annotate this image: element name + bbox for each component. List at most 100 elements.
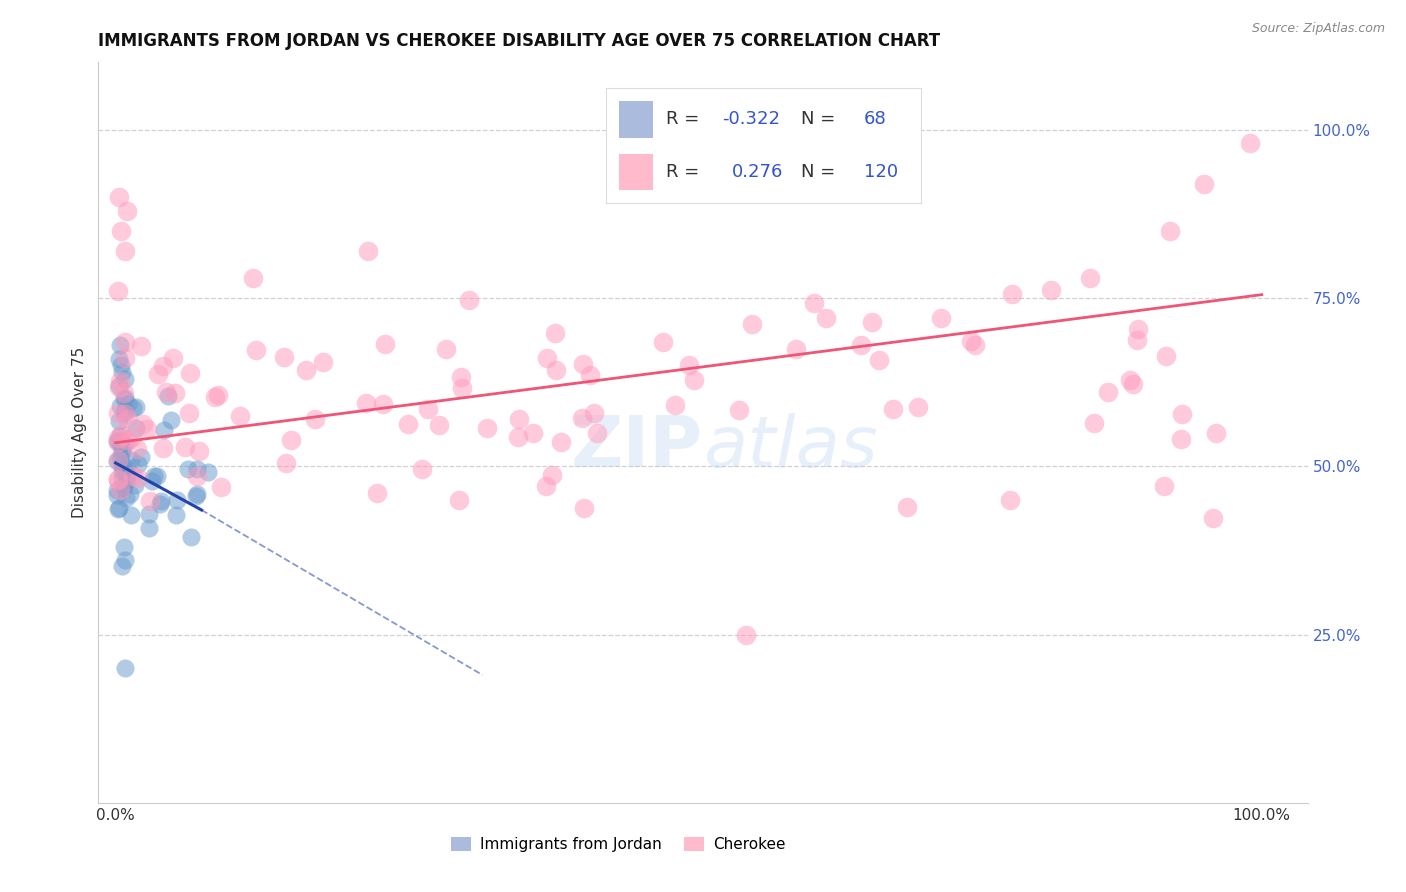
Point	[110, 464, 132, 478]
Point	[544, 326, 567, 340]
Point	[107, 472, 129, 486]
Point	[114, 391, 136, 405]
Point	[105, 487, 128, 501]
Point	[111, 446, 134, 460]
Point	[114, 244, 136, 258]
Point	[129, 339, 152, 353]
Point	[105, 454, 128, 468]
Point	[120, 453, 142, 467]
Point	[907, 400, 929, 414]
Point	[651, 335, 673, 350]
Point	[120, 508, 142, 523]
Point	[411, 461, 433, 475]
Point	[184, 489, 207, 503]
Point	[114, 408, 136, 422]
Point	[146, 468, 169, 483]
Point	[273, 350, 295, 364]
Point	[115, 470, 138, 484]
Point	[1128, 322, 1150, 336]
Point	[105, 483, 128, 497]
Point	[117, 473, 139, 487]
Point	[122, 469, 145, 483]
Point	[110, 359, 132, 373]
Point	[149, 497, 172, 511]
Point	[965, 338, 987, 352]
Point	[112, 540, 135, 554]
Point	[578, 368, 600, 382]
Text: Source: ZipAtlas.com: Source: ZipAtlas.com	[1251, 22, 1385, 36]
Point	[114, 661, 136, 675]
Point	[245, 343, 267, 357]
Point	[117, 433, 139, 447]
Point	[508, 430, 530, 444]
Point	[186, 487, 208, 501]
Point	[110, 224, 132, 238]
Point	[434, 342, 457, 356]
Point	[1126, 333, 1149, 347]
Point	[534, 479, 557, 493]
Point	[544, 363, 567, 377]
Point	[112, 479, 135, 493]
Point	[179, 366, 201, 380]
Point	[366, 486, 388, 500]
Point	[108, 374, 131, 388]
Point	[114, 351, 136, 366]
Point	[110, 429, 132, 443]
Point	[153, 423, 176, 437]
Y-axis label: Disability Age Over 75: Disability Age Over 75	[72, 347, 87, 518]
Point	[125, 400, 148, 414]
Point	[683, 373, 706, 387]
Point	[586, 425, 609, 440]
Point	[108, 399, 131, 413]
Point	[127, 471, 149, 485]
Point	[108, 414, 131, 428]
Point	[146, 368, 169, 382]
Point	[849, 338, 872, 352]
Point	[274, 456, 297, 470]
Point	[582, 406, 605, 420]
Point	[166, 493, 188, 508]
Point	[572, 357, 595, 371]
Point	[197, 465, 219, 479]
Point	[110, 483, 132, 498]
Point	[304, 412, 326, 426]
Point	[127, 457, 149, 471]
Point	[209, 480, 232, 494]
Point	[111, 472, 134, 486]
Point	[228, 409, 250, 424]
Point	[550, 434, 572, 449]
Point	[115, 412, 138, 426]
Point	[155, 384, 177, 399]
Point	[1083, 416, 1105, 430]
Point	[741, 317, 763, 331]
Point	[868, 353, 890, 368]
Point	[177, 406, 200, 420]
Point	[125, 420, 148, 434]
Point	[160, 412, 183, 426]
Point	[108, 378, 131, 392]
Point	[129, 450, 152, 464]
Point	[1156, 349, 1178, 363]
Point	[152, 359, 174, 373]
Point	[108, 451, 131, 466]
Point	[107, 406, 129, 420]
Point	[1153, 479, 1175, 493]
Point	[107, 285, 129, 299]
Point	[371, 397, 394, 411]
Point	[998, 492, 1021, 507]
Point	[449, 492, 471, 507]
Point	[117, 397, 139, 411]
Point	[959, 334, 981, 348]
Point	[107, 453, 129, 467]
Text: atlas: atlas	[703, 413, 877, 482]
Point	[163, 385, 186, 400]
Point	[112, 406, 135, 420]
Point	[450, 380, 472, 394]
Point	[108, 338, 131, 352]
Point	[1170, 432, 1192, 446]
Point	[112, 463, 135, 477]
Legend: Immigrants from Jordan, Cherokee: Immigrants from Jordan, Cherokee	[444, 830, 792, 858]
Point	[108, 436, 131, 450]
Point	[105, 434, 128, 448]
Point	[108, 380, 131, 394]
